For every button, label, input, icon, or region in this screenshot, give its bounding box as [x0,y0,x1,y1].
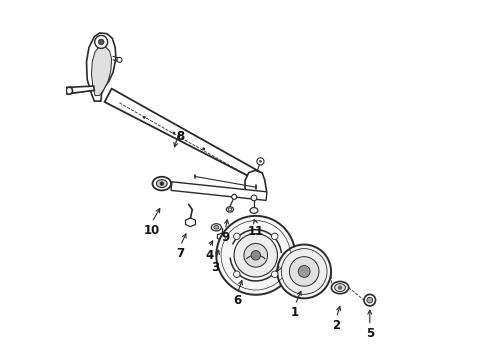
Circle shape [244,243,268,267]
Circle shape [234,271,240,278]
Ellipse shape [331,282,349,294]
Circle shape [216,216,295,295]
Polygon shape [186,218,196,226]
Circle shape [172,132,175,134]
Circle shape [277,244,331,298]
Ellipse shape [226,207,234,212]
Circle shape [259,160,262,163]
Circle shape [143,116,146,119]
Ellipse shape [211,224,221,231]
Polygon shape [104,89,259,179]
Circle shape [160,181,164,186]
Ellipse shape [250,208,258,213]
Circle shape [257,158,264,165]
Ellipse shape [66,87,73,94]
Text: 3: 3 [212,261,220,274]
Circle shape [364,294,375,306]
Text: 5: 5 [366,327,374,340]
Ellipse shape [214,226,219,229]
Text: 6: 6 [234,294,242,307]
Circle shape [281,249,327,294]
Circle shape [234,233,240,239]
Text: 10: 10 [144,224,160,237]
Circle shape [232,194,237,199]
Polygon shape [218,233,226,240]
Text: 7: 7 [176,247,185,260]
Polygon shape [171,182,267,201]
Text: 11: 11 [247,225,264,238]
Text: 1: 1 [291,306,299,319]
Circle shape [95,36,108,48]
Text: 9: 9 [221,231,229,244]
Ellipse shape [152,177,171,190]
Ellipse shape [335,284,345,292]
Circle shape [202,147,205,150]
Circle shape [117,57,122,62]
Text: 8: 8 [176,130,185,144]
Circle shape [98,39,104,45]
Circle shape [298,266,310,277]
Ellipse shape [156,180,167,188]
Polygon shape [92,46,112,96]
Circle shape [251,251,261,260]
Circle shape [271,233,278,239]
Circle shape [290,257,319,286]
Circle shape [251,195,257,201]
Polygon shape [245,170,267,199]
Circle shape [271,271,278,278]
Text: 4: 4 [205,249,213,262]
Circle shape [234,234,277,277]
Polygon shape [66,86,95,94]
Polygon shape [87,33,116,101]
Circle shape [367,297,373,303]
Circle shape [338,285,342,290]
Text: 2: 2 [332,319,341,332]
